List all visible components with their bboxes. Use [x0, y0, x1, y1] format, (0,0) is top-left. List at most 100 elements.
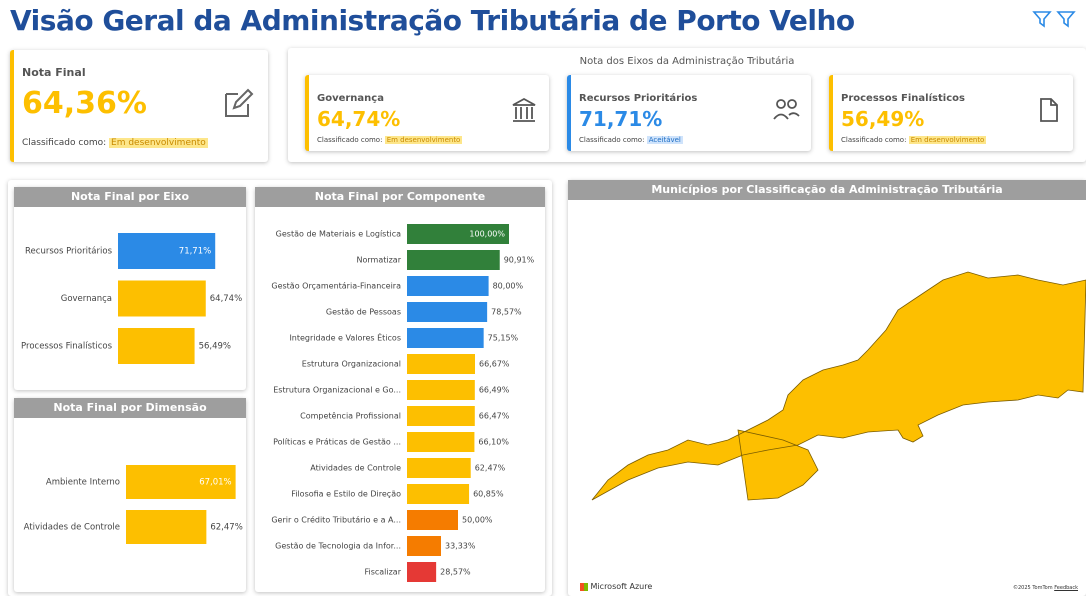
bar [407, 510, 458, 530]
tag: Aceitável [646, 136, 683, 144]
category-label: Processos Finalísticos [21, 342, 113, 352]
category-label: Normatizar [357, 256, 402, 265]
bar [118, 280, 206, 317]
kpi-card: Recursos Prioritários 71,71% Classificado … [567, 75, 811, 151]
kpi-card: Processos Finalísticos 56,49% Classificado… [829, 75, 1073, 151]
kpi-value: 64,36% [22, 86, 147, 121]
kpi-label: Recursos Prioritários [579, 93, 698, 104]
value-label: 50,00% [462, 516, 493, 525]
value-label: 71,71% [179, 247, 211, 257]
provider-text: Microsoft Azure [590, 582, 653, 591]
bar [407, 354, 476, 374]
kpi-label: Processos Finalísticos [841, 93, 965, 104]
classification: Classificado como: Em desenvolvimento [22, 138, 208, 148]
category-label: Gestão de Pessoas [326, 308, 401, 317]
bar [407, 484, 470, 504]
chart-title: Nota Final por Componente [255, 187, 545, 207]
category-label: Estrutura Organizacional [302, 360, 401, 369]
bar [407, 328, 484, 348]
category-label: Ambiente Interno [46, 478, 120, 488]
tag: Em desenvolvimento [908, 136, 987, 144]
category-label: Fiscalizar [364, 568, 401, 577]
bar [407, 406, 475, 426]
icon [773, 99, 800, 120]
tag: Em desenvolvimento [384, 136, 463, 144]
category-label: Gestão de Materiais e Logística [276, 230, 401, 239]
classification: Classificado como: Em desenvolvimento [317, 136, 463, 144]
category-label: Gestão Orçamentária-Financeira [271, 282, 401, 291]
icon [512, 97, 536, 122]
edit-icon [225, 88, 254, 117]
category-label: Competência Profissional [300, 411, 401, 421]
bar [407, 302, 488, 322]
bar [407, 562, 437, 582]
value-label: 90,91% [504, 256, 535, 265]
prefix: Classificado como: [841, 136, 907, 144]
prefix: Classificado como: [317, 136, 383, 144]
category-label: Estrutura Organizacional e Go... [273, 386, 401, 395]
kpi-card: Nota Final 64,36% Classificado como: Em … [10, 50, 268, 162]
municipality-shape[interactable] [591, 271, 1086, 501]
map-title: Municípios por Classificação da Administ… [568, 180, 1086, 200]
kpi-value: 56,49% [841, 107, 925, 131]
tag: Em desenvolvimento [109, 138, 208, 148]
bar-charts: Recursos Prioritários 71,71% Governança 64,… [21, 224, 535, 582]
chart-title: Nota Final por Eixo [14, 187, 246, 207]
bar [126, 510, 207, 544]
kpi-value: 64,74% [317, 107, 401, 131]
classification: Classificado como: Aceitável [579, 136, 683, 144]
filter-icon[interactable] [1032, 11, 1052, 28]
chart-title: Nota Final por Dimensão [14, 398, 246, 418]
value-label: 78,57% [491, 308, 522, 317]
bar [407, 432, 475, 452]
category-label: Atividades de Controle [310, 464, 401, 473]
map-credit: ©2025 TomTom Feedback [1013, 585, 1078, 591]
bar [407, 224, 509, 244]
provider: Microsoft Azure [580, 582, 652, 591]
bar [407, 536, 441, 556]
category-label: Gerir o Crédito Tributário e a A... [271, 515, 401, 525]
bar [407, 250, 500, 270]
classification: Classificado como: Em desenvolvimento [841, 136, 987, 144]
value-label: 66,47% [479, 412, 510, 421]
map[interactable] [568, 200, 1086, 596]
category-label: Governança [61, 294, 112, 304]
bar [407, 458, 471, 478]
value-label: 66,49% [479, 386, 510, 395]
value-label: 64,74% [210, 294, 242, 304]
value-label: 56,49% [199, 342, 231, 352]
category-label: Integridade e Valores Éticos [289, 332, 401, 343]
map-box: Municípios por Classificação da Administ… [568, 180, 1086, 596]
filter-icon[interactable] [1056, 11, 1076, 28]
value-label: 33,33% [445, 542, 476, 551]
value-label: 67,01% [199, 478, 231, 488]
copyright: ©2025 TomTom [1013, 585, 1053, 591]
bar [126, 465, 236, 499]
value-label: 100,00% [469, 230, 505, 239]
prefix: Classificado como: [579, 136, 645, 144]
bar [118, 328, 195, 364]
value-label: 66,10% [478, 438, 509, 447]
category-label: Gestão de Tecnologia da Infor... [275, 542, 401, 551]
page-title: Visão Geral da Administração Tributária … [10, 4, 855, 37]
filter-icons [1032, 11, 1076, 28]
value-label: 60,85% [473, 490, 504, 499]
value-label: 75,15% [488, 334, 519, 343]
category-label: Atividades de Controle [24, 523, 120, 533]
value-label: 80,00% [493, 282, 524, 291]
bar [118, 233, 216, 269]
kpi-label: Governança [317, 93, 384, 104]
kpi-value: 71,71% [579, 107, 663, 131]
feedback-link[interactable]: Feedback [1054, 585, 1078, 591]
bar [407, 380, 475, 400]
category-label: Recursos Prioritários [25, 247, 113, 257]
kpi-label: Nota Final [22, 66, 86, 79]
category-label: Filosofia e Estilo de Direção [291, 490, 401, 499]
category-label: Políticas e Práticas de Gestão ... [273, 438, 401, 447]
panel-title: Nota dos Eixos da Administração Tributár… [579, 56, 795, 67]
kpi-card: Governança 64,74% Classificado como: Em de… [305, 75, 549, 151]
value-label: 62,47% [475, 464, 506, 473]
value-label: 62,47% [210, 523, 242, 533]
bar [407, 276, 489, 296]
